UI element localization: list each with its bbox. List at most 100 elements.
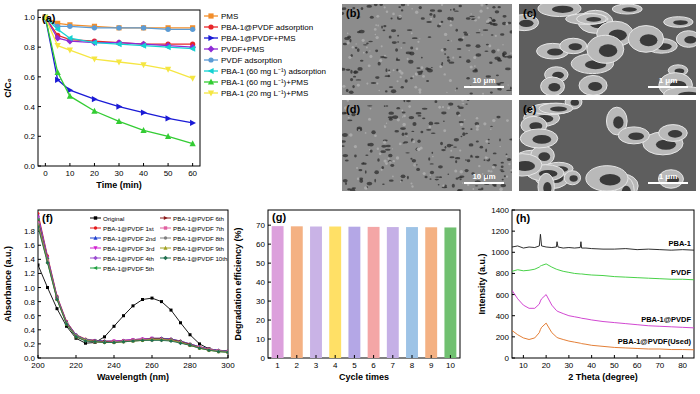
sem-pore <box>342 145 345 147</box>
sem-pore <box>431 67 433 68</box>
sem-speckle <box>369 149 370 150</box>
data-point <box>140 127 146 133</box>
sem-speckle <box>413 163 416 166</box>
data-point <box>116 118 122 124</box>
x-tick-label: 7 <box>391 361 396 370</box>
plot-area <box>38 212 228 354</box>
x-tick-label: 40 <box>139 169 148 178</box>
data-point <box>112 341 116 345</box>
sem-pore <box>493 153 497 155</box>
sem-pore <box>414 164 418 165</box>
sem-pore <box>347 119 352 121</box>
sem-speckle <box>485 156 487 158</box>
bar <box>444 227 456 358</box>
sem-pore <box>469 16 475 18</box>
bar <box>348 227 360 358</box>
sem-speckle <box>386 10 389 13</box>
y-tick <box>38 76 41 77</box>
data-point <box>188 343 192 347</box>
sem-pore <box>486 44 489 46</box>
sem-grain <box>541 77 565 95</box>
sem-speckle <box>412 76 414 78</box>
sem-speckle <box>393 69 395 71</box>
sem-pore <box>370 16 374 19</box>
sem-pore <box>389 86 393 88</box>
sem-background <box>342 4 512 95</box>
sem-pore <box>401 86 404 89</box>
sem-speckle <box>349 133 353 137</box>
data-point <box>150 338 154 342</box>
data-point <box>67 48 73 54</box>
sem-speckle <box>403 115 406 118</box>
sem-speckle <box>439 65 442 68</box>
series-line <box>38 227 228 352</box>
sem-pore <box>442 187 448 189</box>
sem-pore <box>454 138 459 141</box>
y-tick <box>512 358 515 359</box>
bar <box>329 227 341 358</box>
sem-pore <box>613 116 623 128</box>
legend-text: PBA-1 (60 mg L⁻¹) adsorption <box>221 67 326 76</box>
sem-speckle <box>459 149 461 151</box>
sem-pore <box>502 15 506 18</box>
sem-speckle <box>388 71 391 74</box>
sem-speckle <box>410 183 412 185</box>
sem-image <box>519 100 696 191</box>
sem-speckle <box>374 28 377 31</box>
sem-pore <box>504 175 506 177</box>
sem-pore <box>357 31 361 33</box>
sem-pore <box>450 9 452 11</box>
sem-pore <box>640 34 658 46</box>
data-point <box>122 340 126 344</box>
y-tick-label: 1.6 <box>24 241 36 250</box>
y-tick <box>268 244 271 245</box>
data-point <box>103 340 106 344</box>
sem-pore <box>499 88 502 91</box>
sem-speckle <box>398 15 401 18</box>
sem-pore <box>431 152 433 154</box>
y-tick-label: 1.2 <box>24 269 36 278</box>
legend-text: PBA-1 (20 mg L⁻¹)+PMS <box>221 89 308 98</box>
y-tick <box>38 273 41 274</box>
y-tick-label: 40 <box>256 278 265 287</box>
sem-pore <box>386 145 391 148</box>
sem-grain <box>664 17 693 28</box>
data-point <box>103 335 106 338</box>
sem-speckle <box>369 50 370 51</box>
sem-speckle <box>402 116 403 117</box>
sem-pore <box>447 17 451 21</box>
sem-pore <box>475 156 480 158</box>
legend-item: PBA-1@PVDF 3rd <box>90 245 155 252</box>
data-point <box>38 225 40 229</box>
figure: 0.00.20.40.60.81.00102030405060Time (min… <box>0 0 700 394</box>
sem-pore <box>440 142 443 145</box>
data-point <box>226 350 228 353</box>
scale-bar-label: 10 μm <box>472 172 495 181</box>
sem-pore <box>494 185 497 186</box>
sem-pore <box>449 156 454 158</box>
legend-item: PBA-1 (20 mg L⁻¹)+PMS <box>204 89 308 98</box>
sem-pore <box>366 5 372 8</box>
sem-pore <box>507 158 511 161</box>
legend-text: PBA-1@PVDF 5th <box>103 265 155 272</box>
sem-pore <box>484 159 486 161</box>
x-tick <box>546 355 547 358</box>
sem-speckle <box>506 176 508 178</box>
y-tick-label: 200 <box>496 333 510 342</box>
legend-text: PBA-1@PVDF 7th <box>173 225 225 232</box>
sem-pore <box>388 160 391 163</box>
panel-label: (g) <box>272 211 286 223</box>
y-tick <box>38 301 41 302</box>
legend-item: PBA-1 (60 mg L⁻¹)+PMS <box>204 78 308 87</box>
sem-speckle <box>449 79 452 82</box>
sem-pore <box>428 157 430 161</box>
sem-pore <box>359 177 363 180</box>
sem-pore <box>384 57 388 59</box>
x-tick <box>190 355 191 358</box>
y-axis-label: Degradation efficiency (%) <box>233 227 243 340</box>
sem-pore <box>500 33 504 35</box>
data-point <box>116 25 121 30</box>
sem-speckle <box>415 72 419 76</box>
bar <box>425 227 437 358</box>
sem-pore <box>375 49 378 52</box>
